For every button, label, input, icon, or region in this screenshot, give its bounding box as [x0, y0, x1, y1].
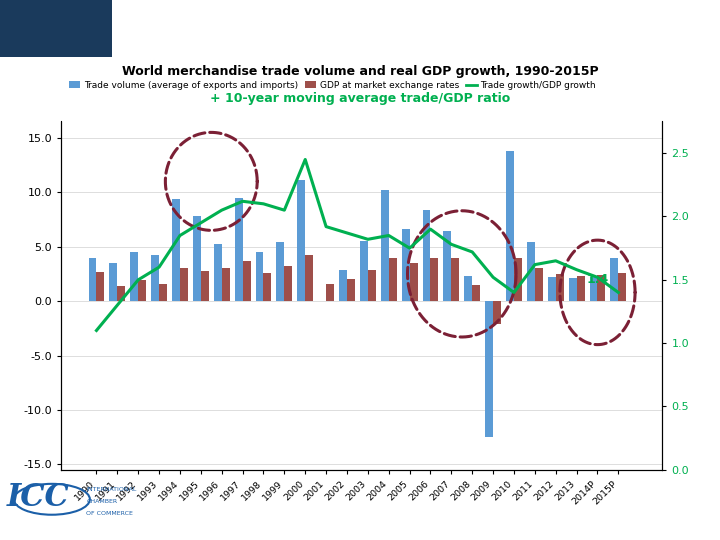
Bar — [381, 190, 389, 301]
Bar — [159, 284, 167, 301]
Text: World merchandise trade volume and real GDP growth, 1990-2015P: World merchandise trade volume and real … — [122, 65, 598, 78]
Text: 1.4: 1.4 — [586, 273, 608, 286]
Text: INTERNATIONAL: INTERNATIONAL — [86, 487, 137, 492]
Bar — [214, 245, 222, 301]
Bar — [493, 301, 501, 324]
Bar — [590, 277, 598, 301]
Bar — [611, 258, 618, 301]
Bar — [410, 263, 418, 301]
Bar — [201, 271, 209, 301]
Bar — [506, 151, 514, 301]
Bar — [360, 241, 368, 301]
Bar — [569, 278, 577, 301]
Bar — [451, 258, 459, 301]
Bar — [117, 286, 125, 301]
Bar — [297, 180, 305, 301]
FancyBboxPatch shape — [0, 0, 112, 57]
Text: THE PULL EFFECT: THE PULL EFFECT — [126, 18, 296, 36]
Bar — [109, 263, 117, 301]
Bar — [284, 266, 292, 301]
Bar — [577, 276, 585, 301]
Bar — [172, 199, 180, 301]
Bar — [276, 242, 284, 301]
Bar — [618, 273, 626, 301]
Bar — [193, 216, 201, 301]
Bar — [535, 268, 543, 301]
Bar — [598, 275, 606, 301]
Bar — [339, 269, 347, 301]
Bar — [243, 261, 251, 301]
Bar — [472, 285, 480, 301]
Text: ICC: ICC — [7, 482, 70, 514]
Bar — [527, 242, 535, 301]
Text: CHAMBER: CHAMBER — [86, 499, 117, 504]
Bar — [548, 277, 556, 301]
Text: + 10-year moving average trade/GDP ratio: + 10-year moving average trade/GDP ratio — [210, 92, 510, 105]
Legend: Trade volume (average of exports and imports), GDP at market exchange rates, Tra: Trade volume (average of exports and imp… — [66, 77, 600, 93]
Bar — [130, 252, 138, 301]
Bar — [431, 258, 438, 301]
Bar — [347, 279, 355, 301]
Bar — [514, 258, 522, 301]
Bar — [556, 274, 564, 301]
Bar — [180, 268, 188, 301]
Bar — [264, 273, 271, 301]
Bar — [326, 284, 334, 301]
Bar — [368, 269, 376, 301]
Text: OF COMMERCE: OF COMMERCE — [86, 511, 133, 516]
Text: IS NO LONGER PULLING.: IS NO LONGER PULLING. — [331, 18, 557, 36]
Bar — [96, 272, 104, 301]
Bar — [89, 258, 96, 301]
Bar — [305, 255, 313, 301]
Bar — [222, 268, 230, 301]
Bar — [138, 280, 146, 301]
Bar — [423, 210, 431, 301]
Bar — [485, 301, 493, 437]
Bar — [464, 276, 472, 301]
Bar — [235, 198, 243, 301]
Bar — [389, 258, 397, 301]
Bar — [444, 232, 451, 301]
Bar — [151, 255, 159, 301]
Bar — [402, 230, 410, 301]
Bar — [256, 252, 264, 301]
